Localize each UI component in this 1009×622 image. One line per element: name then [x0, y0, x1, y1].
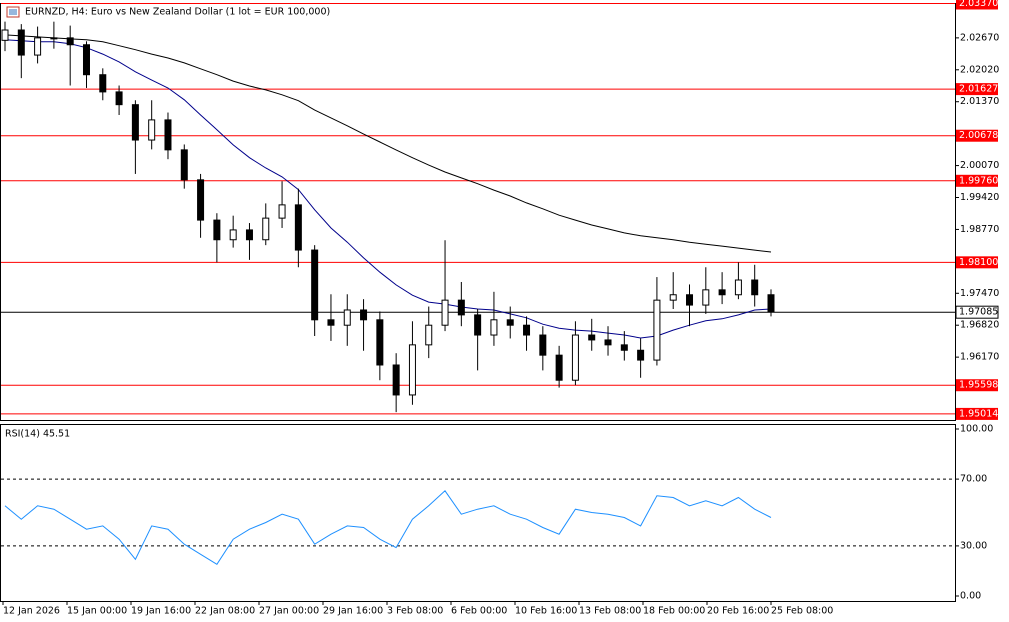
x-tick-label: 3 Feb 08:00 — [387, 606, 443, 617]
candle-body — [115, 91, 123, 106]
level-label-box — [956, 407, 998, 420]
x-tick-label: 29 Jan 16:00 — [323, 606, 383, 617]
candle-body — [686, 294, 694, 306]
rsi-tick-label: 0.00 — [960, 591, 981, 602]
candle-body — [34, 37, 42, 56]
x-tick-label: 20 Feb 16:00 — [707, 606, 769, 617]
candle-body — [376, 319, 384, 366]
level-label: 2.03370 — [959, 0, 998, 9]
y-tick-label: 1.96170 — [960, 352, 999, 363]
current-price-label: 1.97085 — [959, 307, 998, 318]
candle-body — [99, 74, 107, 93]
candle-body — [620, 344, 628, 351]
level-label: 1.99760 — [959, 175, 998, 186]
moving-average — [4, 39, 772, 339]
candle-body — [539, 334, 547, 356]
candle-body — [669, 294, 677, 301]
x-tick-label: 18 Feb 00:00 — [643, 606, 705, 617]
candle-body — [180, 149, 188, 181]
candle-body — [66, 37, 74, 46]
x-tick-label: 13 Feb 08:00 — [579, 606, 641, 617]
y-tick-label: 1.98770 — [960, 224, 999, 235]
rsi-tick-label: 30.00 — [960, 540, 987, 551]
candle-body — [392, 364, 400, 396]
candle-body — [360, 309, 368, 321]
x-tick-label: 22 Jan 08:00 — [195, 606, 255, 617]
candle-body — [588, 334, 596, 341]
candle-body — [734, 279, 742, 296]
candle-body — [457, 299, 465, 316]
candle-body — [229, 229, 237, 241]
level-label-box — [956, 129, 998, 142]
candle-body — [506, 319, 514, 326]
candle-body — [213, 219, 221, 241]
candle-body — [131, 104, 139, 141]
level-label-box — [956, 256, 998, 269]
candle-body — [653, 299, 661, 361]
candle-body — [164, 119, 172, 151]
x-tick-label: 27 Jan 00:00 — [259, 606, 319, 617]
level-label: 1.98100 — [959, 257, 998, 268]
level-label-box — [956, 174, 998, 187]
level-label-box — [956, 379, 998, 392]
candle-body — [637, 349, 645, 361]
x-tick-label: 19 Jan 16:00 — [131, 606, 191, 617]
candle-body — [718, 289, 726, 296]
candle-body — [294, 204, 302, 251]
x-tick-label: 25 Feb 08:00 — [771, 606, 833, 617]
candle-body — [702, 289, 710, 306]
candle-body — [82, 44, 90, 76]
current-price-box — [955, 305, 999, 319]
candle-body — [343, 309, 351, 326]
level-label-box — [956, 83, 998, 96]
y-tick-label: 1.99420 — [960, 192, 999, 203]
level-label: 2.01627 — [959, 84, 998, 95]
candle-body — [50, 37, 58, 40]
level-label-box — [956, 0, 998, 10]
candle-body — [245, 229, 253, 241]
rsi-tick-label: 100.00 — [960, 424, 993, 435]
level-label: 2.00678 — [959, 130, 998, 141]
y-tick-label: 2.00070 — [960, 160, 999, 171]
candle-body — [197, 179, 205, 221]
candle-body — [490, 319, 498, 336]
level-label: 1.95014 — [959, 408, 998, 419]
x-tick-label: 12 Jan 2026 — [3, 606, 60, 617]
x-tick-label: 10 Feb 16:00 — [515, 606, 577, 617]
rsi-panel — [0, 424, 956, 602]
rsi-line — [4, 490, 772, 565]
y-tick-label: 2.01370 — [960, 96, 999, 107]
candle-body — [1, 29, 9, 41]
rsi-title: RSI(14) 45.51 — [5, 429, 70, 440]
candle-body — [148, 119, 156, 141]
candle-body — [604, 339, 612, 346]
level-label: 1.95598 — [959, 380, 998, 391]
y-tick-label: 2.02670 — [960, 32, 999, 43]
candle-body — [327, 319, 335, 326]
candle-body — [425, 324, 433, 346]
candle-body — [408, 344, 416, 396]
candle-body — [17, 29, 25, 56]
candle-body — [474, 314, 482, 336]
chart-title: EURNZD, H4: Euro vs New Zealand Dollar (… — [25, 7, 330, 18]
x-tick-label: 15 Jan 00:00 — [67, 606, 127, 617]
candle-body — [311, 249, 319, 321]
candle-body — [767, 294, 775, 313]
y-tick-label: 2.02020 — [960, 64, 999, 75]
candle-body — [278, 204, 286, 219]
rsi-tick-label: 70.00 — [960, 474, 987, 485]
moving-average — [4, 34, 772, 253]
candle-body — [555, 354, 563, 381]
candle-body — [262, 217, 270, 241]
x-tick-label: 6 Feb 00:00 — [451, 606, 507, 617]
y-tick-label: 1.96820 — [960, 320, 999, 331]
candle-body — [441, 299, 449, 326]
candle-body — [523, 324, 531, 336]
symbol-icon — [6, 6, 20, 18]
candle-body — [571, 334, 579, 381]
y-tick-label: 1.97470 — [960, 288, 999, 299]
candle-body — [751, 279, 759, 296]
